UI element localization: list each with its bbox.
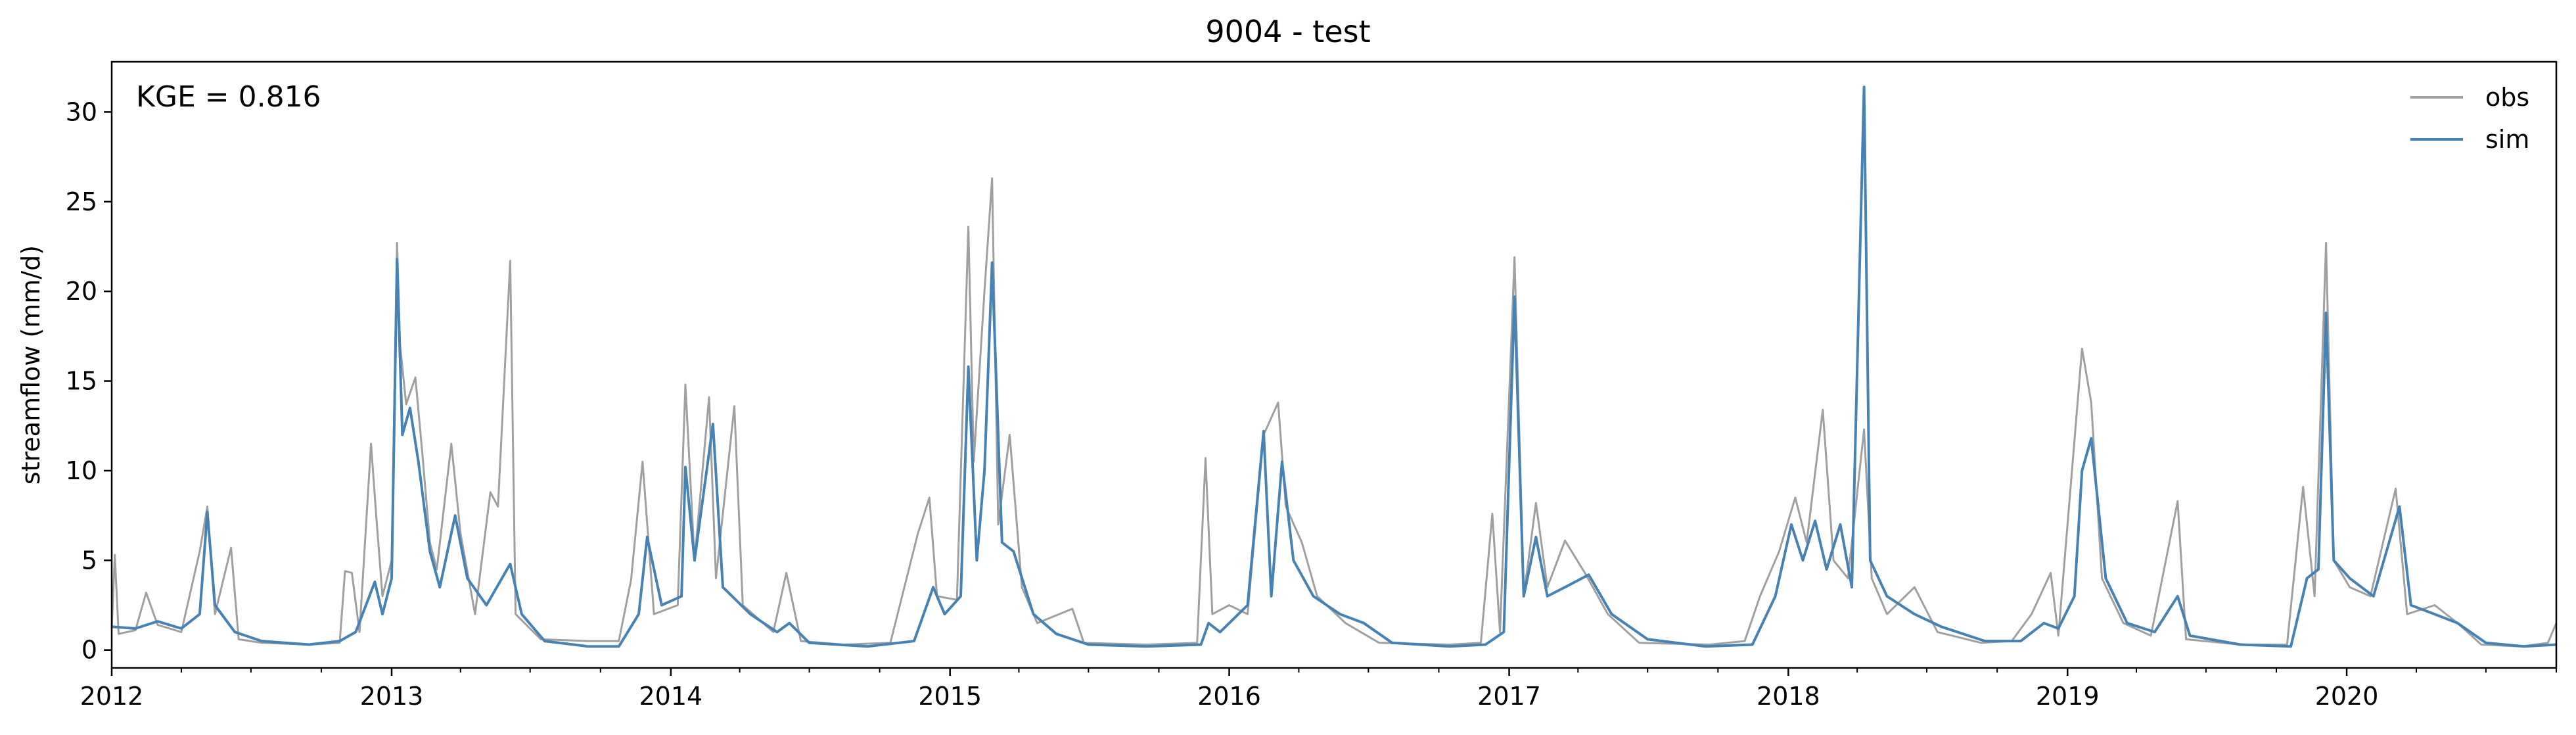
legend: obs sim — [2410, 83, 2529, 154]
series-line-obs — [110, 177, 2558, 648]
x-tick-label-2019: 2019 — [2036, 682, 2100, 711]
y-tick-label-20: 20 — [66, 277, 97, 306]
kge-annotation: KGE = 0.816 — [136, 80, 321, 114]
series-layer — [110, 85, 2558, 648]
x-tick-label-2014: 2014 — [639, 682, 702, 711]
legend-label-sim: sim — [2485, 125, 2529, 154]
y-tick-label-25: 25 — [66, 187, 97, 216]
x-tick-label-2013: 2013 — [360, 682, 424, 711]
y-tick-label-30: 30 — [66, 97, 97, 126]
plot-frame — [110, 60, 2558, 669]
y-tick-label-5: 5 — [81, 546, 97, 575]
x-tick-label-2016: 2016 — [1197, 682, 1261, 711]
y-axis-label: streamflow (mm/d) — [16, 245, 45, 485]
x-tick-label-2015: 2015 — [918, 682, 982, 711]
axis-layer: 0 5 10 15 20 25 30 2012 2013 2014 2015 2016 2017 2018… — [66, 97, 2557, 711]
x-tick-label-2017: 2017 — [1477, 682, 1541, 711]
y-tick-label-10: 10 — [66, 456, 97, 485]
y-tick-label-15: 15 — [66, 367, 97, 396]
y-tick-label-0: 0 — [81, 636, 97, 665]
chart-title: 9004 - test — [1205, 14, 1370, 49]
series-line-sim — [111, 85, 2557, 648]
x-tick-label-2012: 2012 — [80, 682, 144, 711]
x-tick-label-2018: 2018 — [1757, 682, 1820, 711]
legend-label-obs: obs — [2485, 83, 2529, 112]
x-tick-label-2020: 2020 — [2315, 682, 2379, 711]
